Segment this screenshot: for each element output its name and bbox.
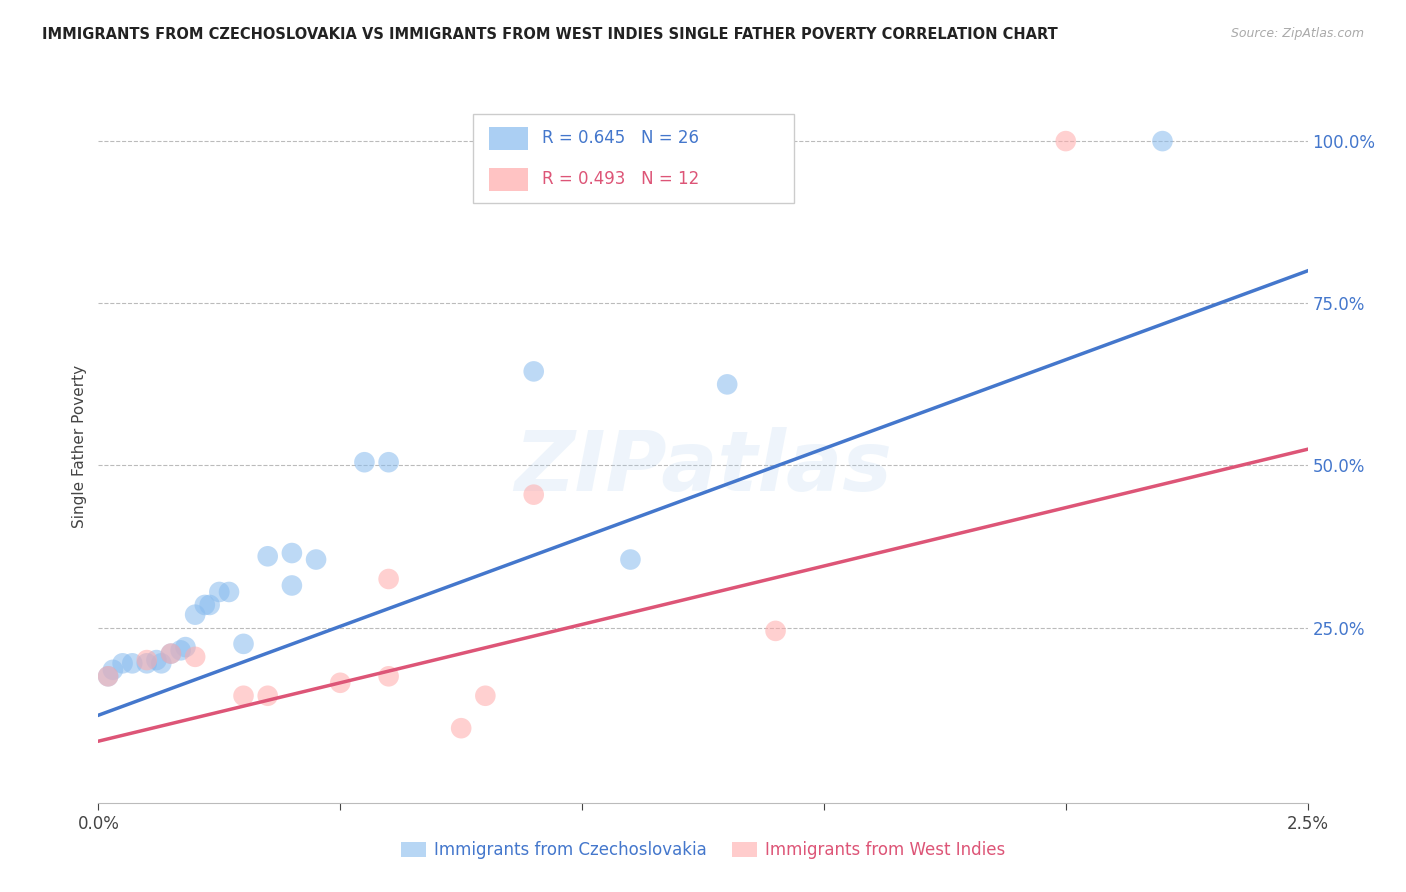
Point <box>281 546 304 560</box>
Point <box>450 721 472 735</box>
Text: ZIPatlas: ZIPatlas <box>515 427 891 508</box>
Point <box>619 552 641 566</box>
Point <box>523 364 546 378</box>
FancyBboxPatch shape <box>474 114 793 203</box>
Point <box>97 669 120 683</box>
Point <box>281 578 304 592</box>
Point <box>256 689 278 703</box>
Point <box>208 585 231 599</box>
Point <box>111 657 134 671</box>
Point <box>218 585 240 599</box>
Point <box>135 653 157 667</box>
Point <box>169 643 191 657</box>
Point <box>1054 134 1077 148</box>
Point <box>765 624 787 638</box>
Text: IMMIGRANTS FROM CZECHOSLOVAKIA VS IMMIGRANTS FROM WEST INDIES SINGLE FATHER POVE: IMMIGRANTS FROM CZECHOSLOVAKIA VS IMMIGR… <box>42 27 1057 42</box>
Text: R = 0.493   N = 12: R = 0.493 N = 12 <box>543 170 699 188</box>
Point <box>232 637 254 651</box>
Point <box>377 572 399 586</box>
Point <box>160 647 183 661</box>
Point <box>329 675 352 690</box>
Text: R = 0.645   N = 26: R = 0.645 N = 26 <box>543 129 699 147</box>
Point <box>232 689 254 703</box>
Point <box>198 598 221 612</box>
Point <box>194 598 217 612</box>
Point <box>377 669 399 683</box>
Legend: Immigrants from Czechoslovakia, Immigrants from West Indies: Immigrants from Czechoslovakia, Immigran… <box>394 835 1012 866</box>
Point <box>150 657 173 671</box>
Point <box>174 640 197 654</box>
Point <box>145 653 167 667</box>
Point <box>121 657 143 671</box>
Point <box>101 663 124 677</box>
Point <box>377 455 399 469</box>
Point <box>474 689 496 703</box>
Point <box>523 488 546 502</box>
Point <box>305 552 328 566</box>
Point <box>256 549 278 564</box>
Point <box>353 455 375 469</box>
Point <box>97 669 120 683</box>
Point <box>184 649 207 664</box>
Y-axis label: Single Father Poverty: Single Father Poverty <box>72 365 87 527</box>
Point <box>160 647 183 661</box>
Text: Source: ZipAtlas.com: Source: ZipAtlas.com <box>1230 27 1364 40</box>
Point <box>184 607 207 622</box>
Point <box>716 377 738 392</box>
Point <box>1152 134 1174 148</box>
FancyBboxPatch shape <box>489 168 527 191</box>
FancyBboxPatch shape <box>489 127 527 150</box>
Point <box>135 657 157 671</box>
